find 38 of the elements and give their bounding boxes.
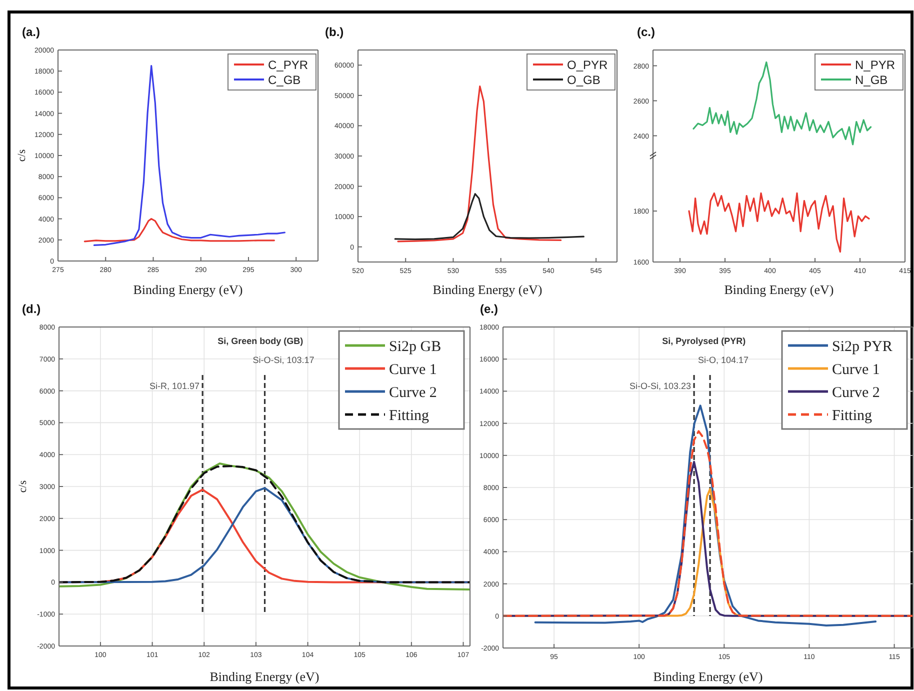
legend-label: O_GB bbox=[567, 72, 600, 87]
legend-label: C_PYR bbox=[268, 58, 308, 72]
y-axis-title: c/s bbox=[17, 480, 29, 493]
text: Si, Green body (GB) bbox=[218, 336, 304, 346]
legend-label: Curve 1 bbox=[389, 362, 437, 378]
line-series bbox=[397, 86, 562, 242]
legend-label: N_PYR bbox=[855, 58, 896, 72]
line-series bbox=[503, 430, 913, 617]
chart-title: (b.) bbox=[325, 25, 344, 39]
x-axis-title: Binding Energy (eV) bbox=[653, 669, 763, 684]
y-axis-title: c/s bbox=[16, 149, 28, 162]
x-axis-title: Binding Energy (eV) bbox=[210, 669, 320, 684]
legend-label: Fitting bbox=[832, 408, 873, 424]
line-series bbox=[394, 193, 584, 240]
legend-label: N_GB bbox=[855, 72, 888, 87]
chart-title: (e.) bbox=[480, 302, 498, 316]
ref-line-label: Si-O, 104.17 bbox=[698, 355, 749, 365]
legend-label: C_GB bbox=[268, 72, 301, 87]
ref-line-label: Si-O-Si, 103.17 bbox=[252, 355, 314, 365]
line-series bbox=[534, 404, 877, 627]
legend-label: Si2p GB bbox=[389, 338, 442, 355]
x-axis-title: Binding Energy (eV) bbox=[724, 282, 834, 297]
text: Si, Pyrolysed (PYR) bbox=[662, 336, 746, 346]
legend-label: Curve 2 bbox=[832, 384, 880, 401]
chart-title: (a.) bbox=[22, 25, 40, 39]
x-axis-title: Binding Energy (eV) bbox=[432, 282, 542, 297]
line-series bbox=[688, 192, 870, 253]
chart-title: (c.) bbox=[637, 25, 656, 39]
chart-title: (d.) bbox=[22, 302, 41, 316]
line-series bbox=[84, 218, 275, 242]
legend-label: Curve 1 bbox=[832, 362, 880, 378]
legend-label: Fitting bbox=[389, 408, 430, 424]
ref-line-label: Si-R, 101.97 bbox=[150, 381, 200, 391]
legend-label: Si2p PYR bbox=[832, 338, 892, 355]
legend-label: O_PYR bbox=[567, 58, 608, 72]
ref-line-label: Si-O-Si, 103.23 bbox=[630, 381, 692, 391]
legend-label: Curve 2 bbox=[389, 384, 437, 401]
x-axis-title: Binding Energy (eV) bbox=[133, 282, 243, 297]
